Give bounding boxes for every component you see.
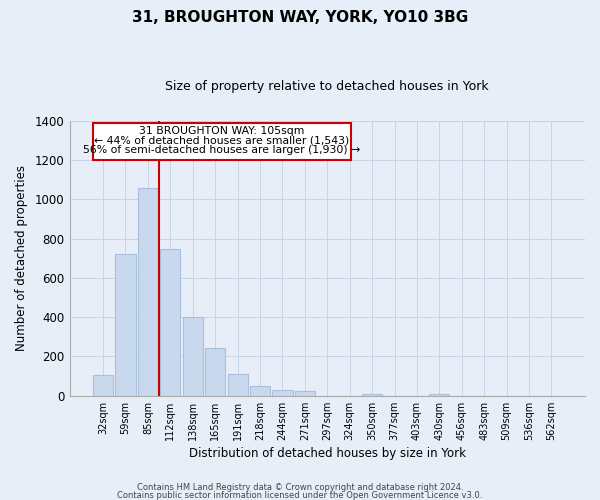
Text: Contains HM Land Registry data © Crown copyright and database right 2024.: Contains HM Land Registry data © Crown c… <box>137 484 463 492</box>
Bar <box>93 375 113 396</box>
Bar <box>205 348 225 396</box>
Bar <box>182 317 203 396</box>
Bar <box>429 394 449 396</box>
Bar <box>250 386 270 396</box>
Bar <box>272 390 293 396</box>
Text: 56% of semi-detached houses are larger (1,930) →: 56% of semi-detached houses are larger (… <box>83 146 361 156</box>
X-axis label: Distribution of detached houses by size in York: Distribution of detached houses by size … <box>189 447 466 460</box>
Text: 31, BROUGHTON WAY, YORK, YO10 3BG: 31, BROUGHTON WAY, YORK, YO10 3BG <box>132 10 468 25</box>
Bar <box>138 188 158 396</box>
Bar <box>295 392 315 396</box>
Y-axis label: Number of detached properties: Number of detached properties <box>15 165 28 351</box>
Bar <box>362 394 382 396</box>
Title: Size of property relative to detached houses in York: Size of property relative to detached ho… <box>166 80 489 93</box>
Text: 31 BROUGHTON WAY: 105sqm: 31 BROUGHTON WAY: 105sqm <box>139 126 305 136</box>
Bar <box>115 254 136 396</box>
Bar <box>160 248 181 396</box>
Text: ← 44% of detached houses are smaller (1,543): ← 44% of detached houses are smaller (1,… <box>94 136 350 145</box>
FancyBboxPatch shape <box>93 122 351 160</box>
Bar <box>227 374 248 396</box>
Text: Contains public sector information licensed under the Open Government Licence v3: Contains public sector information licen… <box>118 490 482 500</box>
